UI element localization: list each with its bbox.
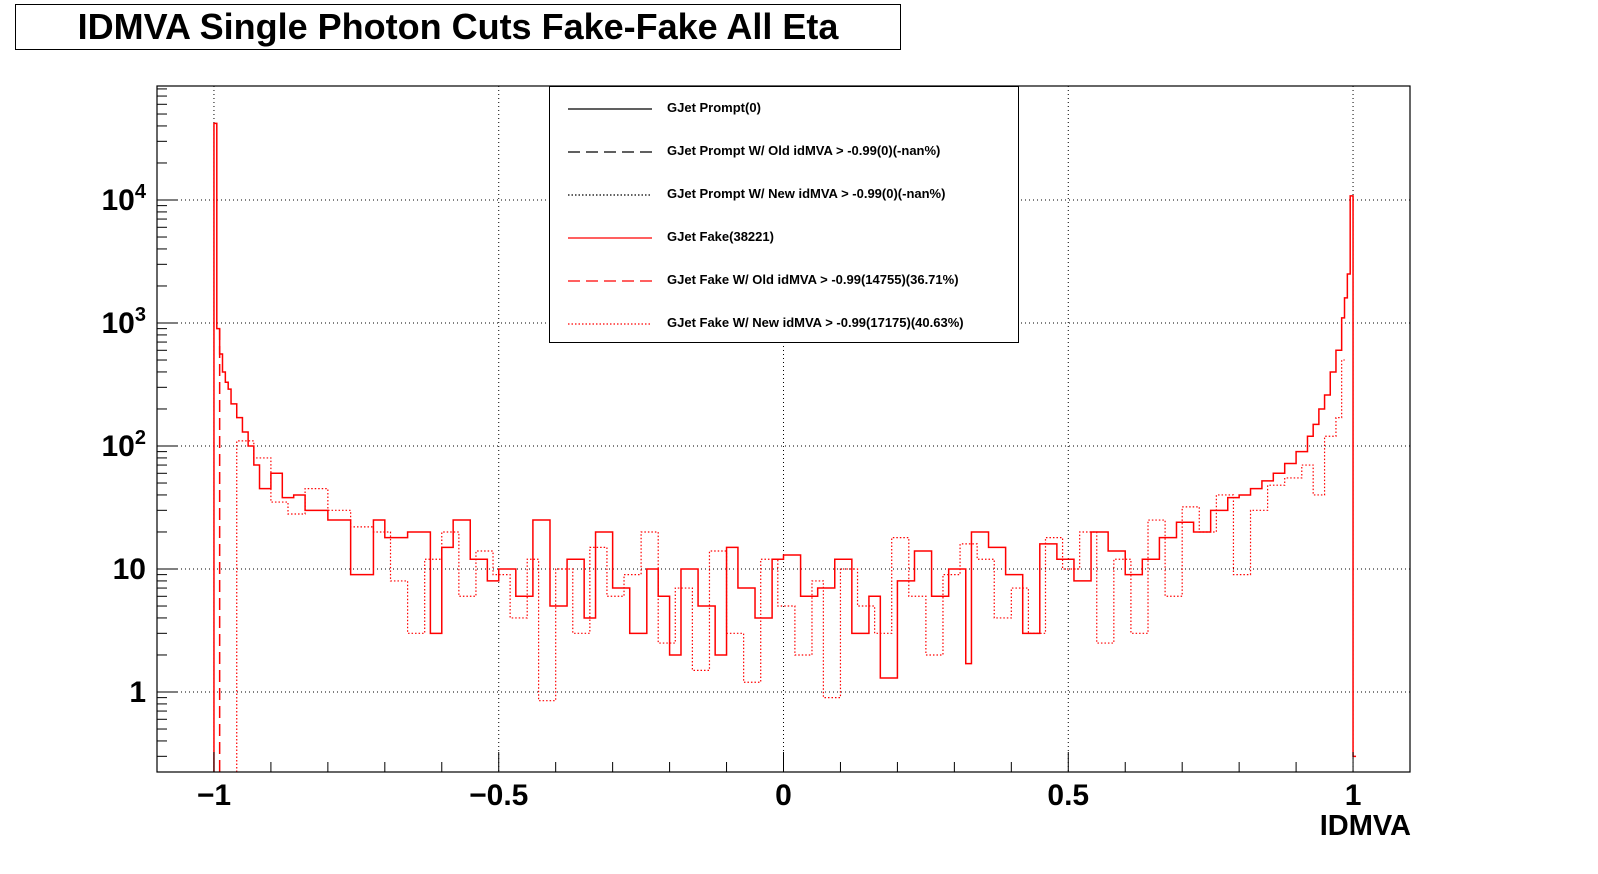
legend-label-1: GJet Prompt W/ Old idMVA > -0.99(0)(-nan…: [667, 143, 941, 158]
x-tick-label-3: 0.5: [1047, 779, 1089, 812]
axes: −1 −0.5 0 0.5 1 1 10 102 103 104: [102, 85, 1411, 812]
legend-swatch-0: [568, 108, 652, 110]
x-axis-label: IDMVA: [1319, 810, 1411, 842]
legend-entry-1: GJet Prompt W/ Old idMVA > -0.99(0)(-nan…: [550, 142, 1018, 162]
y-tick-label-1: 10: [113, 553, 146, 586]
chart-title: IDMVA Single Photon Cuts Fake-Fake All E…: [77, 6, 839, 47]
x-tick-label-2: 0: [775, 779, 792, 812]
legend-entry-0: GJet Prompt(0): [550, 99, 1018, 119]
legend-entry-5: GJet Fake W/ New idMVA > -0.99(17175)(40…: [550, 314, 1018, 334]
chart-title-box: IDMVA Single Photon Cuts Fake-Fake All E…: [15, 4, 901, 50]
legend-entry-3: GJet Fake(38221): [550, 228, 1018, 248]
legend-swatch-2: [568, 194, 652, 196]
legend-entry-2: GJet Prompt W/ New idMVA > -0.99(0)(-nan…: [550, 185, 1018, 205]
y-tick-label-2: 102: [102, 427, 147, 463]
legend-label-3: GJet Fake(38221): [667, 229, 774, 244]
legend-entry-4: GJet Fake W/ Old idMVA > -0.99(14755)(36…: [550, 271, 1018, 291]
legend-label-5: GJet Fake W/ New idMVA > -0.99(17175)(40…: [667, 315, 964, 330]
legend-swatch-4: [568, 280, 652, 282]
legend: GJet Prompt(0) GJet Prompt W/ Old idMVA >…: [549, 86, 1019, 343]
y-tick-label-4: 104: [102, 181, 147, 217]
y-tick-label-3: 103: [102, 304, 147, 340]
legend-swatch-3: [568, 237, 652, 239]
legend-label-2: GJet Prompt W/ New idMVA > -0.99(0)(-nan…: [667, 186, 946, 201]
x-tick-label-0: −1: [197, 779, 231, 812]
legend-label-4: GJet Fake W/ Old idMVA > -0.99(14755)(36…: [667, 272, 959, 287]
series-line-3: [213, 122, 1357, 772]
legend-swatch-1: [568, 151, 652, 153]
series-line-5: [236, 359, 1345, 772]
legend-label-0: GJet Prompt(0): [667, 100, 761, 115]
y-tick-label-0: 1: [129, 676, 146, 709]
x-tick-label-4: 1: [1345, 779, 1362, 812]
grid-lines: [157, 86, 1410, 772]
histogram-series: [213, 122, 1357, 772]
legend-swatch-5: [568, 323, 652, 325]
x-tick-label-1: −0.5: [469, 779, 528, 812]
